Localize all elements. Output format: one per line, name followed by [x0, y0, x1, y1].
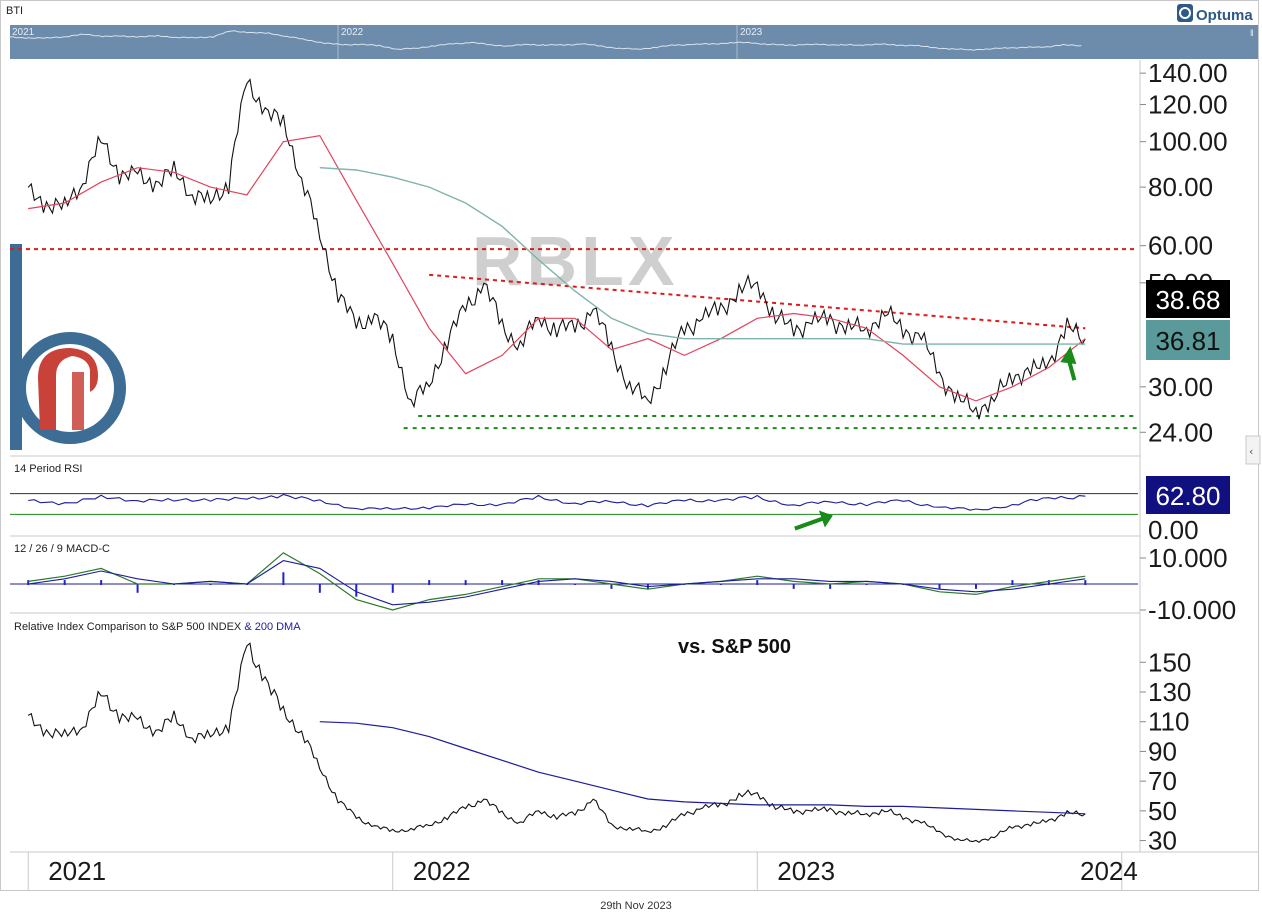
navigator[interactable]: 2021 2022 2023 ‖: [9, 25, 1258, 59]
x-axis: 2021 2022 2023 2024: [27, 852, 1138, 890]
macd-histogram-bar: [318, 584, 321, 593]
relative-axis-tick-label: 150: [1148, 647, 1191, 677]
price-axis-tick-label: 140.00: [1148, 58, 1228, 88]
y-axes: 140.00120.00100.0080.0060.0050.0030.0024…: [1140, 58, 1236, 856]
last-price-badge: 38.68: [1146, 280, 1230, 318]
x-axis-year-label: 2024: [1080, 856, 1138, 886]
macd-histogram-bar: [938, 584, 941, 589]
macd-histogram-bar: [464, 580, 467, 585]
macd-histogram-bar: [428, 580, 431, 585]
macd-histogram-bar: [756, 580, 759, 585]
relative-axis-tick-label: 130: [1148, 677, 1191, 707]
relative-title-dma: & 200 DMA: [244, 621, 301, 633]
rsi-green-arrow-head-icon: [818, 510, 833, 528]
relative-panel: [27, 642, 1086, 843]
rsi-title: 14 Period RSI: [14, 463, 82, 475]
x-axis-year-label: 2022: [413, 856, 471, 886]
chevron-left-icon[interactable]: ‹: [1249, 445, 1253, 458]
navigator-price-line: [9, 30, 1082, 51]
brand-watermark-logo: [10, 244, 126, 450]
nav-year-1: 2022: [341, 27, 364, 38]
macd-histogram-bar: [719, 584, 722, 585]
relative-dma-series-line: [319, 721, 1086, 815]
ma-long-series-line: [319, 167, 1086, 345]
ma-value-badge: 36.81: [1146, 320, 1230, 360]
optuma-logo: Optuma: [1177, 4, 1253, 24]
watermark: RBLX: [472, 222, 679, 300]
macd-histogram-bar: [136, 584, 139, 593]
relative-axis-tick-label: 90: [1148, 736, 1177, 766]
macd-axis-tick-label: -10.000: [1148, 595, 1236, 625]
rsi-panel: [10, 493, 1138, 531]
last-price-value: 38.68: [1155, 285, 1220, 315]
footer-date: 29th Nov 2023: [600, 900, 672, 912]
rsi-green-arrow-icon: [794, 516, 824, 531]
nav-year-2: 2023: [740, 27, 763, 38]
price-panel: [10, 78, 1138, 430]
relative-title: Relative Index Comparison to S&P 500 IND…: [14, 621, 301, 633]
descending-trendline: [429, 273, 1086, 330]
nav-handle-icon[interactable]: ‖: [1250, 28, 1254, 38]
price-axis-tick-label: 60.00: [1148, 231, 1213, 261]
macd-histogram-bar: [537, 580, 540, 585]
x-axis-year-label: 2021: [48, 856, 106, 886]
green-arrow-head-icon: [1060, 346, 1077, 365]
macd-histogram-bar: [100, 580, 103, 585]
macd-title: 12 / 26 / 9 MACD-C: [14, 543, 110, 555]
macd-histogram-bar: [27, 580, 30, 585]
price-axis-tick-label: 24.00: [1148, 417, 1213, 447]
macd-histogram-bar: [1084, 580, 1087, 585]
relative-axis-tick-label: 110: [1148, 707, 1189, 737]
navigator-bg: [10, 25, 1258, 59]
rsi-value: 62.80: [1155, 481, 1220, 511]
macd-series-line: [28, 552, 1086, 611]
brand-name: Optuma: [1196, 7, 1253, 24]
rsi-axis-tick-label: 0.00: [1148, 515, 1199, 545]
macd-histogram-bar: [865, 584, 868, 585]
macd-axis-tick-label: 10.000: [1148, 543, 1228, 573]
macd-panel: [10, 552, 1138, 611]
relative-series-line: [27, 642, 1086, 843]
price-axis-tick-label: 120.00: [1148, 90, 1228, 120]
optuma-logo-icon: [1177, 4, 1193, 22]
rsi-series-line: [28, 493, 1086, 511]
macd-histogram-bar: [610, 584, 613, 589]
relative-axis-tick-label: 70: [1148, 766, 1177, 796]
signal-series-line: [28, 560, 1086, 606]
symbol-label: BTI: [6, 5, 23, 17]
relative-title-main: Relative Index Comparison to S&P 500 IND…: [14, 621, 242, 633]
collapse-axis-button[interactable]: ‹: [1245, 435, 1261, 465]
macd-histogram-bar: [209, 584, 212, 585]
relative-annotation: vs. S&P 500: [678, 636, 791, 658]
macd-histogram-bar: [574, 584, 576, 585]
price-axis-tick-label: 80.00: [1148, 172, 1213, 202]
x-axis-year-label: 2023: [777, 856, 835, 886]
macd-histogram-bar: [792, 584, 795, 589]
ma-value: 36.81: [1155, 326, 1220, 356]
chart-frame: [0, 0, 1259, 891]
rsi-value-badge: 62.80: [1146, 476, 1230, 514]
macd-histogram-bar: [501, 580, 504, 585]
macd-histogram-bar: [282, 572, 285, 585]
nav-year-0: 2021: [12, 27, 35, 38]
relative-axis-tick-label: 50: [1148, 796, 1177, 826]
macd-histogram-bar: [391, 584, 394, 593]
ma-short-series-line: [28, 134, 1086, 402]
price-axis-tick-label: 100.00: [1148, 127, 1228, 157]
price-axis-tick-label: 30.00: [1148, 372, 1213, 402]
macd-histogram-bar: [1011, 580, 1014, 585]
macd-histogram-bar: [63, 580, 66, 585]
price-series-line: [27, 78, 1086, 420]
macd-histogram-bar: [974, 584, 977, 589]
macd-histogram-bar: [829, 584, 832, 589]
macd-histogram-bar: [1047, 580, 1050, 585]
relative-axis-tick-label: 30: [1148, 826, 1177, 856]
macd-histogram-bar: [355, 584, 358, 597]
